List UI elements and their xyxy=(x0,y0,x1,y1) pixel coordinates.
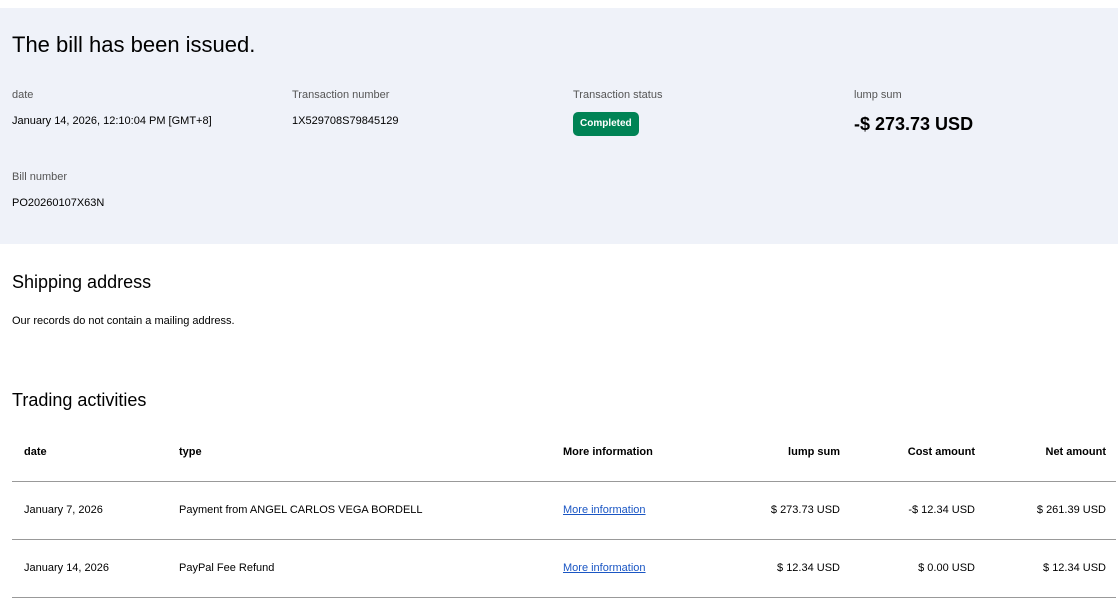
row-date: January 14, 2026 xyxy=(12,539,179,598)
transaction-status-label: Transaction status xyxy=(573,89,663,101)
more-information-link[interactable]: More information xyxy=(563,504,646,516)
page-title: The bill has been issued. xyxy=(12,32,256,57)
row-cost-amount: $ 0.00 USD xyxy=(840,539,975,598)
table-row: January 14, 2026 PayPal Fee Refund More … xyxy=(12,539,1116,598)
column-date: date xyxy=(12,424,179,482)
bill-number-value: PO20260107X63N xyxy=(12,197,105,209)
table-header-row: date type More information lump sum Cost… xyxy=(12,424,1116,482)
date-value: January 14, 2026, 12:10:04 PM [GMT+8] xyxy=(12,115,212,127)
transaction-number-label: Transaction number xyxy=(292,89,390,101)
trading-activities-heading: Trading activities xyxy=(12,390,147,410)
transaction-number-value: 1X529708S79845129 xyxy=(292,115,399,127)
row-type: PayPal Fee Refund xyxy=(179,539,563,598)
row-net-amount: $ 261.39 USD xyxy=(975,481,1116,540)
column-net-amount: Net amount xyxy=(975,424,1116,482)
row-lump-sum: $ 273.73 USD xyxy=(713,481,840,540)
column-type: type xyxy=(179,424,563,482)
table-row: January 7, 2026 Payment from ANGEL CARLO… xyxy=(12,481,1116,540)
row-date: January 7, 2026 xyxy=(12,481,179,540)
more-information-link[interactable]: More information xyxy=(563,562,646,574)
row-cost-amount: -$ 12.34 USD xyxy=(840,481,975,540)
lump-sum-label: lump sum xyxy=(854,89,902,101)
shipping-address-heading: Shipping address xyxy=(12,272,152,292)
row-type: Payment from ANGEL CARLOS VEGA BORDELL xyxy=(179,481,563,540)
row-lump-sum: $ 12.34 USD xyxy=(713,539,840,598)
trading-activities-table: date type More information lump sum Cost… xyxy=(12,424,1116,598)
row-net-amount: $ 12.34 USD xyxy=(975,539,1116,598)
shipping-address-text: Our records do not contain a mailing add… xyxy=(12,315,235,327)
lump-sum-value: -$ 273.73 USD xyxy=(854,114,974,134)
bill-summary-panel xyxy=(0,8,1118,244)
column-cost-amount: Cost amount xyxy=(840,424,975,482)
status-badge: Completed xyxy=(573,112,639,136)
bill-number-label: Bill number xyxy=(12,171,68,183)
column-lump-sum: lump sum xyxy=(713,424,840,482)
date-label: date xyxy=(12,89,34,101)
column-more-information: More information xyxy=(563,424,713,482)
